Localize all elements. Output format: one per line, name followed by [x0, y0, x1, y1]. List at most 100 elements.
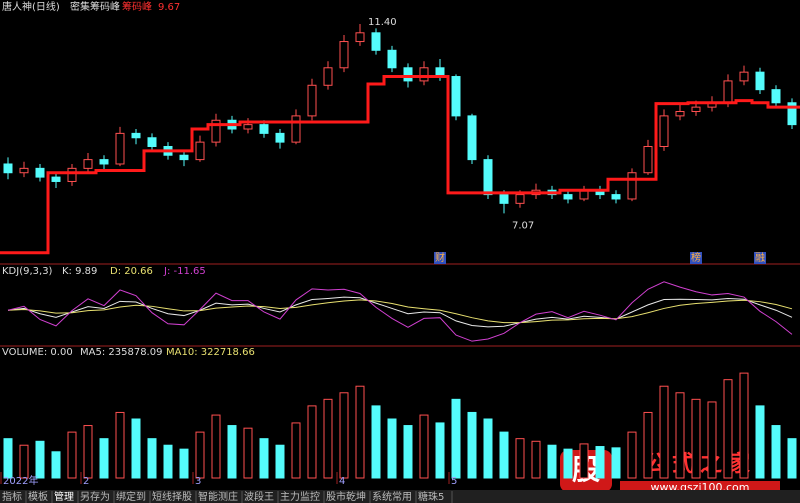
- volume-bar: [51, 451, 61, 479]
- volume-bar: [403, 425, 413, 479]
- kdj-line: [7, 281, 793, 342]
- volume-bar: [339, 392, 349, 479]
- candle-body: [131, 132, 141, 139]
- volume-bar: [547, 444, 557, 479]
- marker-box: [434, 252, 446, 264]
- volume-bar: [627, 431, 637, 479]
- tab[interactable]: 绑定到: [116, 490, 146, 503]
- low-annotation: 7.07: [512, 220, 534, 231]
- volume-bar: [611, 447, 621, 479]
- volume-bar: [259, 438, 269, 479]
- kdj-line: [7, 296, 793, 328]
- tab[interactable]: 另存为: [80, 490, 110, 503]
- tab[interactable]: 系统常用: [372, 490, 412, 503]
- peak-label: 筹码峰: [122, 0, 152, 13]
- volume-bar: [579, 443, 589, 479]
- volume-bar: [499, 431, 509, 479]
- candle-body: [627, 172, 637, 200]
- candle-body: [83, 159, 93, 169]
- volume-bar: [195, 431, 205, 479]
- volume-bar: [275, 444, 285, 479]
- tab[interactable]: 短线择股: [152, 490, 192, 503]
- marker-box: [690, 252, 702, 264]
- marker-label: 榜: [691, 251, 701, 264]
- tab[interactable]: 管理: [54, 490, 74, 503]
- candle-body: [99, 159, 109, 165]
- date-label: 2: [83, 476, 89, 487]
- candle-body: [675, 111, 685, 117]
- tab-bar: [0, 490, 800, 503]
- volume-bar: [19, 444, 29, 479]
- candle-body: [371, 32, 381, 51]
- tab[interactable]: 模板: [28, 490, 48, 503]
- volume-bar: [659, 385, 669, 479]
- volume-ma10: MA10: 322718.66: [166, 347, 255, 358]
- kdj-title: KDJ(9,3,3): [2, 266, 53, 277]
- indicator-name: 密集筹码峰: [70, 0, 120, 13]
- candle-body: [259, 124, 269, 134]
- kdj-j: J: -11.65: [163, 266, 206, 277]
- volume-bar: [787, 438, 797, 479]
- volume-bar: [131, 418, 141, 479]
- tab[interactable]: 指标: [2, 490, 22, 503]
- volume-bar: [67, 431, 77, 479]
- volume-bar: [771, 425, 781, 479]
- volume-bar: [531, 440, 541, 479]
- tab[interactable]: 糖珠5: [418, 490, 444, 503]
- candle-body: [643, 145, 653, 174]
- volume-bar: [675, 392, 685, 479]
- volume-bar: [3, 438, 13, 479]
- candle-body: [291, 115, 301, 143]
- volume-ma5: MA5: 235878.09: [80, 347, 162, 358]
- candle-body: [739, 71, 749, 82]
- candle-body: [787, 102, 797, 126]
- volume-bar: [243, 427, 253, 479]
- volume-bar: [35, 440, 45, 479]
- volume-bar: [419, 414, 429, 479]
- date-label: 5: [451, 476, 457, 487]
- tab[interactable]: 波段王: [244, 490, 274, 503]
- volume-bar: [435, 422, 445, 479]
- tab[interactable]: 股市乾坤: [326, 490, 366, 503]
- candle-body: [147, 137, 157, 147]
- volume-bar: [355, 385, 365, 479]
- volume-bar: [691, 398, 701, 479]
- volume-bar: [387, 418, 397, 479]
- volume-bar: [723, 379, 733, 479]
- volume-title: VOLUME: 0.00: [2, 347, 73, 358]
- candle-body: [611, 194, 621, 200]
- volume-bar: [83, 425, 93, 479]
- marker-label: 财: [435, 251, 445, 264]
- volume-bar: [163, 444, 173, 479]
- date-label: 2022年: [3, 474, 38, 487]
- candle-body: [771, 89, 781, 104]
- kdj-k: K: 9.89: [62, 266, 97, 277]
- volume-bar: [451, 398, 461, 479]
- volume-bar: [371, 405, 381, 479]
- candle-body: [179, 154, 189, 161]
- candle-body: [659, 115, 669, 147]
- peak-value: 9.67: [158, 2, 180, 13]
- volume-bar: [147, 438, 157, 479]
- tab[interactable]: 智能测庄: [198, 490, 238, 503]
- candle-body: [451, 76, 461, 117]
- high-annotation: 11.40: [368, 17, 397, 28]
- date-label: 4: [339, 476, 345, 487]
- tab[interactable]: 主力监控: [280, 490, 320, 503]
- candle-body: [515, 194, 525, 204]
- volume-bar: [483, 418, 493, 479]
- candle-body: [419, 67, 429, 82]
- candle-body: [499, 194, 509, 204]
- volume-bar: [707, 401, 717, 479]
- candle-body: [243, 124, 253, 130]
- candle-body: [339, 41, 349, 69]
- marker-box: [754, 252, 766, 264]
- volume-bar: [739, 372, 749, 479]
- candle-body: [691, 106, 701, 113]
- kdj-d: D: 20.66: [110, 266, 153, 277]
- candle-body: [723, 80, 733, 104]
- volume-bar: [595, 446, 605, 479]
- volume-bar: [467, 411, 477, 479]
- volume-bar: [99, 438, 109, 479]
